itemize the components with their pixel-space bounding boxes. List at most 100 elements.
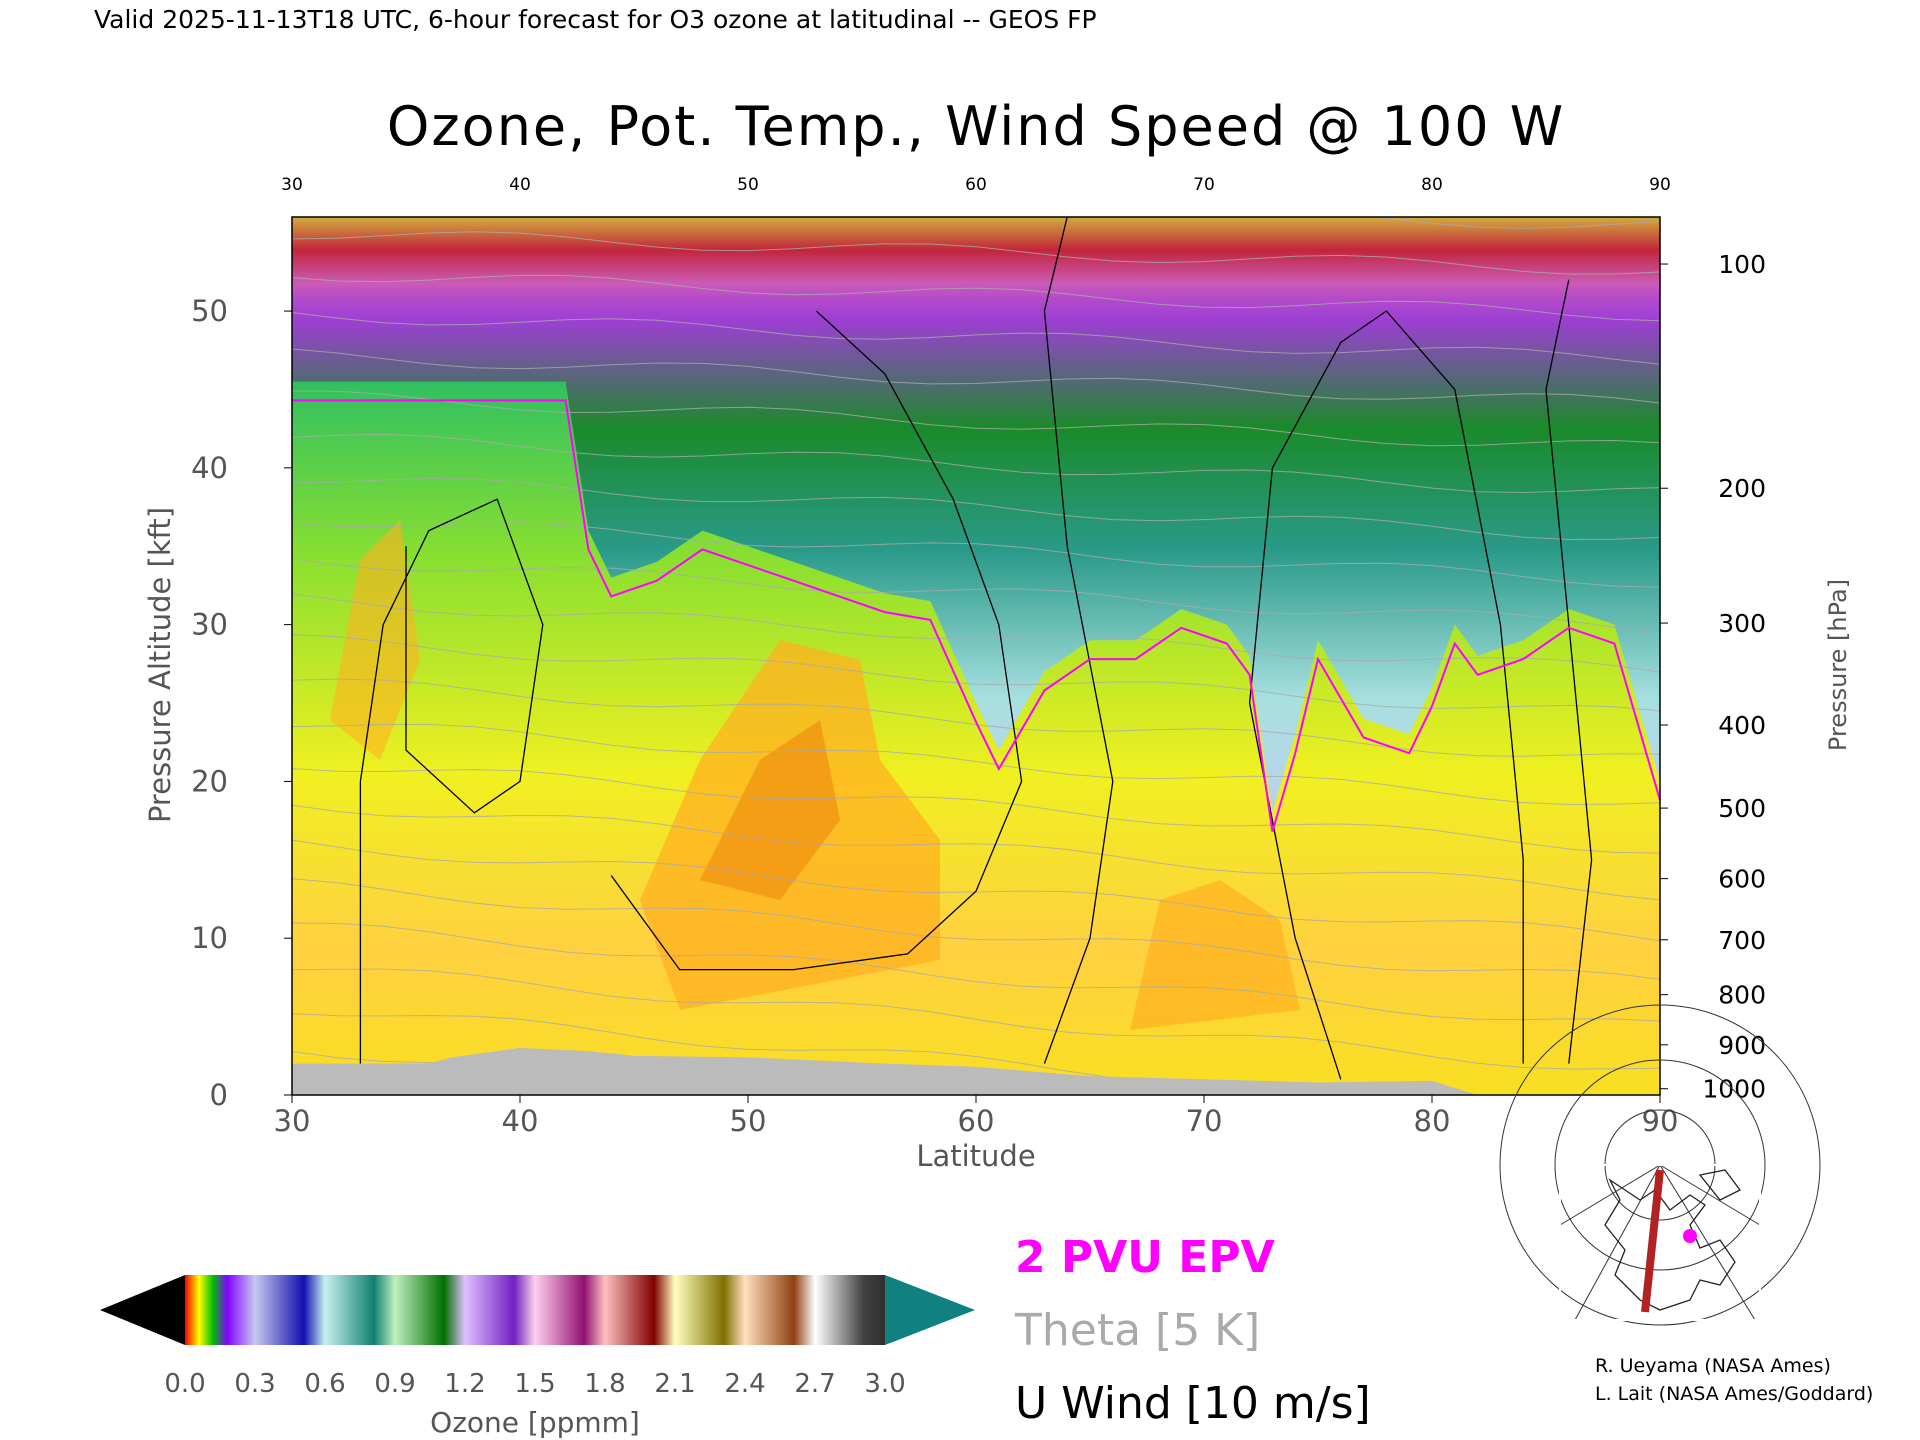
x-axis-ticks: 30 30 40 40 50 50 60 60 70 70 80 80 90 90: [274, 175, 1679, 1138]
pressure-tick-label: 300: [1718, 609, 1766, 638]
locator-map: [1499, 1004, 1821, 1326]
colorbar-tick-label: 2.7: [794, 1369, 835, 1399]
colorbar-ramp: [185, 1275, 885, 1345]
y-tick-label: 40: [191, 451, 228, 485]
x-tick-label: 60: [958, 1104, 995, 1138]
colorbar-tick-label: 3.0: [864, 1369, 905, 1399]
colorbar-tick-label: 1.2: [444, 1369, 485, 1399]
theta-contour: [1052, 217, 1660, 229]
x-tick-label: 30: [274, 1104, 311, 1138]
y-tick-label: 30: [191, 608, 228, 642]
y-tick-label: 0: [210, 1078, 228, 1112]
theta-contour: [292, 274, 1660, 322]
map-location-marker: [1683, 1229, 1697, 1243]
theta-contour: [292, 593, 1660, 673]
x-tick-label: 80: [1414, 1104, 1451, 1138]
plot-area: [292, 217, 1660, 1095]
theta-contour: [292, 477, 1660, 541]
theta-contour: [292, 348, 1660, 404]
x-top-tick-label: 50: [737, 175, 759, 195]
theta-contour: [292, 231, 1660, 275]
u-wind-contour: [359, 498, 544, 1064]
theta-contour: [292, 878, 1660, 980]
y-tick-label: 20: [191, 764, 228, 798]
map-coastlines: [1604, 1169, 1741, 1311]
pressure-axis-label: Pressure [hPa]: [1824, 579, 1852, 751]
theta-contour: [292, 968, 1660, 1070]
colorbar-tick-label: 2.4: [724, 1369, 765, 1399]
y-axis-ticks: 0 10 20 30 40 50: [191, 294, 292, 1112]
theta-contour: [292, 433, 1660, 494]
colorbar-tick-label: 0.6: [304, 1369, 345, 1399]
credit-line-1: R. Ueyama (NASA Ames): [1595, 1355, 1831, 1377]
u-wind-contour: [1043, 217, 1114, 1064]
map-meridian-4: [1659, 1164, 1761, 1226]
x-top-tick-label: 90: [1649, 175, 1671, 195]
map-meridian-3: [1559, 1164, 1661, 1226]
y-tick-label: 50: [191, 294, 228, 328]
colorbar-tick-label: 0.9: [374, 1369, 415, 1399]
u-wind-contour: [610, 310, 1023, 971]
pressure-tick-label: 600: [1718, 865, 1766, 894]
pressure-axis-ticks: 100 200 300 400 500 600 700 800 900 1000: [1660, 250, 1766, 1104]
theta-contour: [292, 558, 1660, 633]
map-frame: [1559, 1164, 1761, 1321]
upper-ozone-band: [292, 217, 1660, 327]
terrain-mask: [292, 1048, 1660, 1095]
x-axis-label: Latitude: [916, 1139, 1035, 1173]
theta-contour: [292, 678, 1660, 757]
valid-time-header: Valid 2025-11-13T18 UTC, 6-hour forecast…: [94, 5, 1097, 34]
u-wind-contour: [1248, 310, 1524, 1080]
colorbar-tick-label: 1.5: [514, 1369, 555, 1399]
y-tick-label: 10: [191, 921, 228, 955]
legend-uwind: U Wind [10 m/s]: [1015, 1378, 1371, 1429]
colorbar-tick-label: 0.0: [164, 1369, 205, 1399]
x-top-tick-label: 30: [281, 175, 303, 195]
x-tick-label: 50: [730, 1104, 767, 1138]
colorbar-tick-label: 0.3: [234, 1369, 275, 1399]
map-transect-line: [1641, 1169, 1664, 1313]
pressure-tick-label: 500: [1718, 794, 1766, 823]
theta-contour: [292, 804, 1660, 901]
y-axis-label: Pressure Altitude [kft]: [143, 507, 177, 823]
theta-contour: [292, 522, 1660, 588]
x-top-tick-label: 70: [1193, 175, 1215, 195]
theta-contour: [292, 390, 1660, 447]
colorbar-tick-label: 1.8: [584, 1369, 625, 1399]
credit-line-2: L. Lait (NASA Ames/Goddard): [1595, 1383, 1873, 1405]
epv-2pvu-contour: [292, 399, 1660, 832]
colorbar-ticks: 0.0 0.3 0.6 0.9 1.2 1.5 1.8 2.1 2.4 2.7 3.0: [164, 1369, 905, 1399]
colorbar: 0.0 0.3 0.6 0.9 1.2 1.5 1.8 2.1 2.4 2.7 3.0 Ozone …: [100, 1275, 975, 1439]
u-wind-contours: [359, 217, 1593, 1080]
legend-theta: Theta [5 K]: [1014, 1305, 1260, 1356]
x-top-tick-label: 80: [1421, 175, 1443, 195]
theta-contours: [292, 217, 1660, 1095]
chart-title: Ozone, Pot. Temp., Wind Speed @ 100 W: [387, 95, 1565, 158]
u-wind-contour: [1545, 279, 1593, 1064]
x-top-tick-label: 60: [965, 175, 987, 195]
map-graticule-mid: [1554, 1059, 1766, 1271]
legend-epv: 2 PVU EPV: [1015, 1232, 1275, 1283]
pressure-tick-label: 800: [1718, 981, 1766, 1010]
x-tick-label: 40: [502, 1104, 539, 1138]
colorbar-tick-label: 2.1: [654, 1369, 695, 1399]
theta-contour: [292, 312, 1660, 365]
pressure-tick-label: 900: [1718, 1031, 1766, 1060]
legend: 2 PVU EPV Theta [5 K] U Wind [10 m/s]: [1014, 1232, 1371, 1429]
map-graticule-outer: [1499, 1004, 1821, 1326]
x-tick-label: 70: [1186, 1104, 1223, 1138]
pressure-tick-label: 100: [1718, 250, 1766, 279]
pressure-tick-label: 1000: [1702, 1075, 1766, 1104]
colorbar-low-arrow: [100, 1275, 185, 1345]
pressure-tick-label: 700: [1718, 926, 1766, 955]
theta-contour: [292, 723, 1660, 806]
orange-ozone-patches: [330, 520, 1300, 1030]
pressure-tick-label: 200: [1718, 474, 1766, 503]
x-tick-label: 90: [1642, 1104, 1679, 1138]
theta-contour: [292, 768, 1660, 854]
map-meridian-1: [1574, 1164, 1661, 1321]
pressure-tick-label: 400: [1718, 711, 1766, 740]
colorbar-label: Ozone [ppmm]: [430, 1406, 640, 1439]
troposphere-ozone-field: [292, 381, 1660, 1095]
